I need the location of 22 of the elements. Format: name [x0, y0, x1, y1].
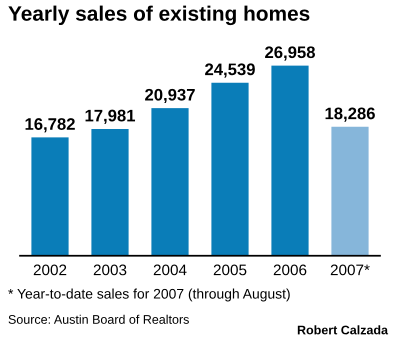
data-label: 24,539: [205, 63, 255, 78]
data-label: 18,286: [326, 108, 375, 122]
x-tick-label: 2004: [154, 264, 187, 276]
bar: [91, 128, 129, 256]
bar: [151, 108, 189, 256]
text: Robert Calzada: [298, 325, 388, 334]
bar: [271, 66, 309, 256]
x-tick-label: 2003: [94, 264, 126, 276]
x-tick-label: 2006: [274, 264, 306, 276]
x-tick-label: 2005: [214, 264, 246, 276]
bar: [31, 137, 69, 256]
data-label: 20,937: [145, 88, 195, 104]
data-label: 17,981: [86, 110, 136, 124]
x-tick-label: 2002: [34, 264, 66, 276]
source-note: Source: Austin Board of Realtors: [8, 314, 189, 324]
data-label: 26,958: [265, 46, 315, 61]
x-tick-label: 2007*: [330, 264, 370, 276]
bar: [211, 82, 249, 256]
bar: [331, 126, 369, 256]
data-label: 16,782: [26, 118, 75, 132]
chart-title: Yearly sales of existing homes: [8, 6, 310, 26]
text: * Year-to-date sales for 2007 (through August): [8, 288, 290, 302]
